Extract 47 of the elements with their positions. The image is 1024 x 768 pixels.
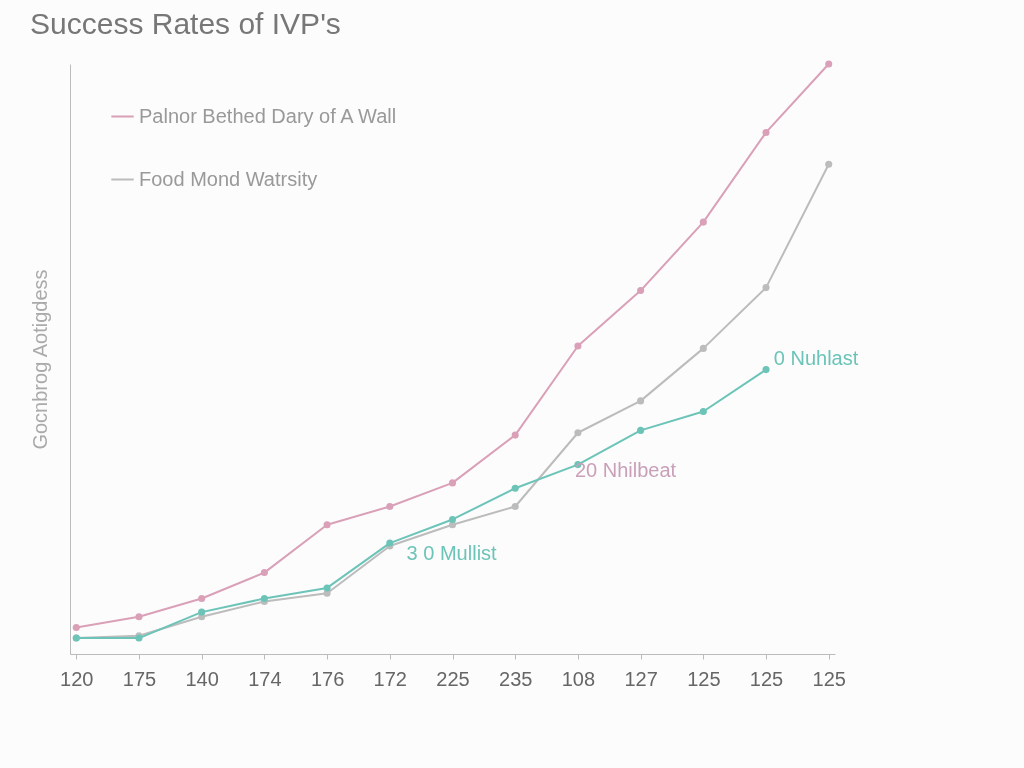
point: [574, 429, 582, 437]
point: [511, 484, 519, 492]
point: [762, 284, 770, 292]
x-tick-label: 175: [122, 667, 157, 690]
point: [574, 342, 582, 350]
point: [825, 160, 833, 168]
point: [72, 623, 80, 631]
x-tick-label: 108: [561, 667, 596, 690]
point: [762, 128, 770, 136]
point: [699, 407, 707, 416]
point: [511, 431, 519, 439]
annotation: 20 Nhilbeat: [574, 459, 677, 482]
point: [699, 218, 707, 226]
point: [448, 515, 457, 524]
point: [448, 479, 457, 487]
point: [511, 502, 519, 511]
chart-title: Success Rates of IVP's: [30, 7, 341, 41]
x-tick-label: 225: [436, 667, 470, 690]
point: [637, 397, 645, 405]
x-tick-label: 140: [185, 667, 219, 690]
point: [637, 426, 645, 434]
annotation: 0 Nuhlast: [773, 347, 859, 369]
legend-label: Food Mond Watrsity: [139, 167, 318, 190]
x-tick-label: 125: [749, 667, 784, 690]
point: [825, 60, 833, 68]
point: [323, 521, 331, 529]
x-tick-label: 235: [499, 667, 533, 690]
point: [260, 569, 268, 577]
y-axis-title: Gocnbrog Aotigdess: [28, 269, 51, 450]
point: [699, 344, 707, 352]
point: [198, 595, 206, 603]
point: [323, 584, 331, 592]
point: [637, 287, 645, 295]
annotation: 3 0 Mullist: [406, 541, 498, 564]
x-tick-label: 127: [624, 667, 658, 690]
point: [762, 366, 770, 374]
x-tick-label: 176: [310, 667, 345, 690]
point: [323, 589, 331, 597]
point: [135, 613, 143, 621]
x-tick-label: 120: [60, 667, 94, 690]
x-tick-label: 125: [687, 667, 721, 690]
x-tick-label: 174: [248, 667, 282, 690]
point: [386, 502, 394, 511]
x-tick-label: 125: [812, 667, 846, 690]
legend-label: Palnor Bethed Dary of A Wall: [139, 104, 397, 127]
point: [198, 608, 206, 616]
x-tick-label: 172: [373, 667, 407, 690]
